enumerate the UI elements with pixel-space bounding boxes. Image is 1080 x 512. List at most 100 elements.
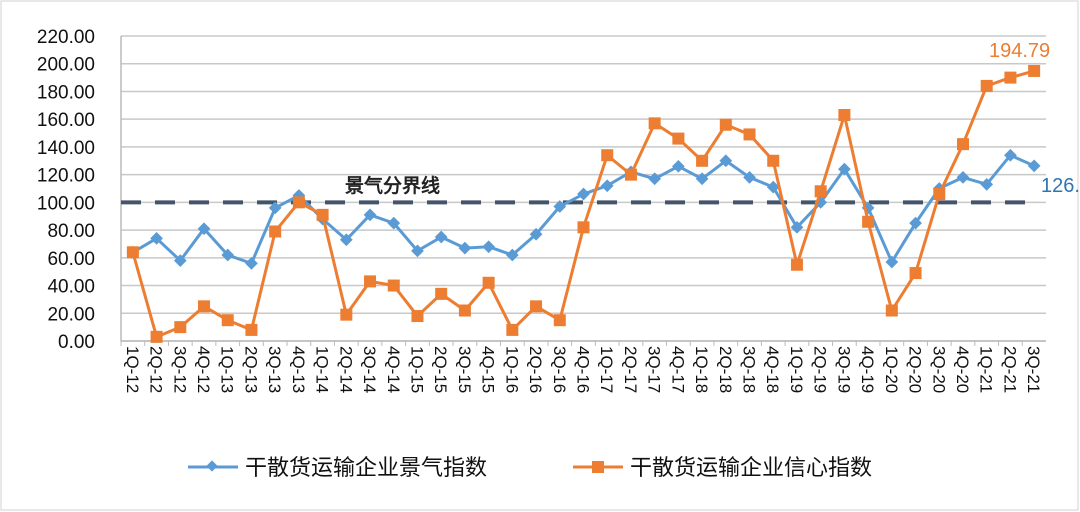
y-axis: 0.00 20.00 40.00 60.00 80.00 100.00 120.00 140.… [37, 27, 122, 353]
data-point-square [909, 267, 922, 280]
y-tick-label: 100.00 [37, 193, 95, 214]
data-point-square [292, 196, 305, 209]
data-point-diamond [505, 248, 519, 262]
y-tick-label: 160.00 [37, 110, 95, 131]
y-tick-label: 200.00 [37, 55, 95, 76]
end-labels: 126.34 194.79 [989, 40, 1080, 197]
x-tick-label: 1Q-16 [502, 346, 521, 393]
y-tick-label: 120.00 [37, 166, 95, 187]
data-point-square [862, 215, 875, 228]
data-point-square [767, 154, 780, 167]
x-tick-label: 4Q-20 [953, 346, 972, 393]
x-tick-label: 2Q-21 [1000, 346, 1019, 393]
x-tick-label: 2Q-18 [716, 346, 735, 393]
x-tick-label: 3Q-18 [740, 346, 759, 393]
x-tick-label: 2Q-14 [336, 346, 355, 393]
data-point-square [174, 321, 187, 334]
data-point-square [198, 300, 211, 313]
data-point-square [814, 185, 827, 198]
data-point-square [624, 168, 637, 181]
x-tick-label: 3Q-13 [265, 346, 284, 393]
series-orange [126, 64, 1041, 343]
data-point-square [530, 300, 543, 313]
x-tick-label: 3Q-16 [550, 346, 569, 393]
x-tick-label: 4Q-16 [574, 346, 593, 393]
data-point-square [411, 310, 424, 323]
data-point-diamond [339, 233, 353, 247]
legend-marker-square [592, 461, 604, 473]
data-point-square [458, 304, 471, 317]
legend-item-blue: 干散货运输企业景气指数 [188, 456, 487, 481]
data-point-diamond [197, 222, 211, 236]
x-tick-label: 2Q-16 [526, 346, 545, 393]
data-point-diamond [173, 254, 187, 267]
data-point-square [1004, 71, 1017, 84]
data-point-square [601, 149, 614, 162]
data-point-square [269, 225, 282, 238]
x-tick-label: 1Q-20 [882, 346, 901, 393]
data-point-square [719, 118, 732, 131]
data-point-square [743, 128, 756, 141]
x-tick-label: 4Q-17 [668, 346, 687, 393]
blue-series-end-label: 126.34 [1041, 175, 1080, 197]
x-tick-label: 4Q-19 [858, 346, 877, 393]
legend: 干散货运输企业景气指数 干散货运输企业信心指数 [188, 456, 872, 481]
x-tick-label: 4Q-18 [763, 346, 782, 393]
y-tick-label: 80.00 [47, 221, 95, 242]
data-point-square [340, 308, 353, 321]
reference-line-label: 景气分界线 [345, 174, 440, 197]
data-point-square [696, 154, 709, 167]
data-point-diamond [411, 244, 424, 258]
data-point-diamond [150, 232, 163, 245]
x-tick-label: 1Q-21 [977, 346, 996, 393]
data-point-diamond [245, 256, 258, 270]
data-point-square [790, 258, 803, 271]
legend-label-blue: 干散货运输企业景气指数 [245, 456, 487, 481]
data-point-square [648, 117, 661, 130]
data-point-square [245, 323, 258, 336]
x-tick-label: 2Q-15 [431, 346, 450, 393]
data-point-square [1028, 64, 1041, 77]
data-point-square [150, 330, 163, 343]
x-tick-label: 4Q-15 [479, 346, 498, 393]
data-point-square [364, 275, 377, 288]
y-tick-label: 180.00 [37, 82, 95, 103]
data-point-square [672, 132, 685, 145]
x-tick-label: 1Q-15 [407, 346, 426, 393]
x-tick-label: 3Q-20 [929, 346, 948, 393]
x-tick-label: 1Q-12 [123, 346, 142, 393]
x-tick-label: 1Q-14 [313, 346, 332, 393]
x-tick-label: 4Q-12 [194, 346, 213, 393]
x-tick-label: 3Q-15 [455, 346, 474, 393]
data-point-square [435, 287, 448, 300]
y-tick-label: 20.00 [47, 304, 95, 325]
data-point-square [956, 138, 969, 151]
x-tick-label: 2Q-13 [241, 346, 260, 393]
x-tick-label: 1Q-19 [787, 346, 806, 393]
data-point-diamond [458, 241, 472, 255]
x-axis: 1Q-12 2Q-12 3Q-12 4Q-12 1Q-13 2Q-13 3Q-13 4Q-13… [120, 340, 1046, 393]
y-tick-label: 60.00 [47, 249, 95, 270]
y-tick-label: 0.00 [58, 332, 95, 353]
x-tick-label: 1Q-18 [692, 346, 711, 393]
legend-label-orange: 干散货运输企业信心指数 [630, 456, 872, 481]
data-point-diamond [268, 201, 282, 215]
x-tick-label: 2Q-12 [147, 346, 166, 393]
x-tick-label: 3Q-21 [1024, 346, 1043, 393]
y-tick-label: 40.00 [47, 277, 95, 298]
data-point-square [126, 246, 139, 259]
data-point-square [980, 79, 993, 92]
y-tick-label: 220.00 [37, 27, 95, 48]
x-tick-label: 3Q-19 [834, 346, 853, 393]
data-point-diamond [387, 216, 401, 230]
data-point-square [553, 314, 566, 327]
x-tick-label: 1Q-13 [218, 346, 237, 393]
data-point-square [577, 221, 590, 234]
legend-item-orange: 干散货运输企业信心指数 [573, 456, 872, 481]
data-point-square [316, 208, 329, 221]
data-point-square [933, 188, 946, 201]
x-tick-label: 2Q-20 [906, 346, 925, 393]
x-tick-label: 3Q-12 [170, 346, 189, 393]
